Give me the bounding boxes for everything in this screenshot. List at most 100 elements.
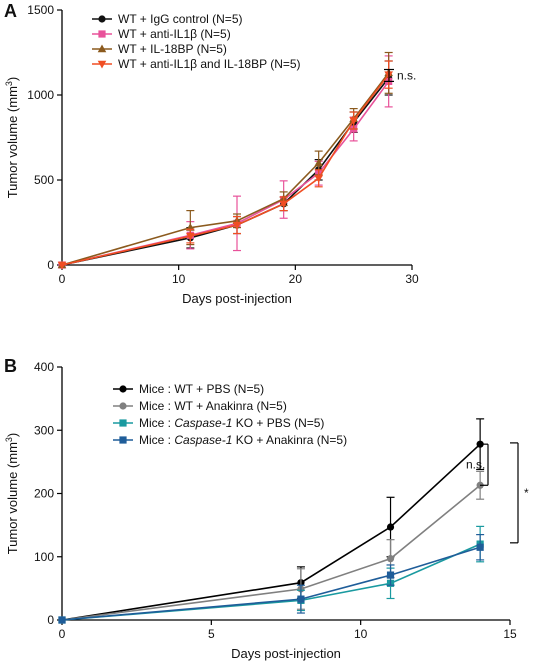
data-point (386, 555, 395, 563)
y-tick-label: 1500 (27, 3, 54, 17)
x-axis-title: Days post-injection (231, 646, 341, 661)
y-axis-title-close: ) (5, 77, 20, 81)
series-line (61, 74, 390, 266)
y-tick-label: 0 (47, 613, 54, 627)
legend-label-part: Mice : (139, 433, 174, 447)
x-tick-label: 10 (354, 627, 368, 641)
legend-label: WT + anti-IL1β and IL-18BP (N=5) (118, 57, 301, 71)
legend-label: Mice : WT + Anakinra (N=5) (139, 399, 287, 413)
series-4 (57, 60, 393, 270)
legend-label-part: KO + Anakinra (N=5) (232, 433, 347, 447)
data-point (314, 175, 323, 183)
y-tick-label: 300 (34, 423, 54, 437)
legend-label: WT + anti-IL1β (N=5) (118, 27, 231, 41)
x-axis-title: Days post-injection (182, 291, 292, 306)
panel-label: B (4, 356, 17, 376)
significance-label: n.s. (397, 68, 416, 82)
y-axis-title-text: Tumor volume (mm (5, 86, 20, 198)
data-point (57, 261, 67, 270)
legend-label-part: WT + IL-18BP (N=5) (118, 42, 227, 56)
significance-bracket: n.s. (384, 68, 416, 82)
y-axis-title-close: ) (5, 433, 20, 437)
data-point (297, 595, 305, 603)
data-point (314, 158, 323, 167)
legend-label: WT + IgG control (N=5) (118, 12, 242, 26)
legend-item: Mice : Caspase-1 KO + Anakinra (N=5) (113, 433, 347, 447)
data-point (279, 200, 288, 209)
legend-label-part: WT + IgG control (N=5) (118, 12, 242, 26)
series-4 (58, 534, 485, 624)
legend-label-part: Caspase-1 (174, 433, 232, 447)
y-tick-label: 500 (34, 173, 54, 187)
legend-label-part: KO + PBS (N=5) (232, 416, 324, 430)
x-tick-label: 0 (59, 272, 66, 286)
y-axis-title: Tumor volume (mm3) (4, 433, 20, 555)
panel-b: B 0 5 10 15 0 100 200 300 400 Days post-injection T… (4, 356, 529, 661)
series-2 (58, 55, 393, 269)
data-point (476, 543, 484, 551)
x-tick-label: 15 (503, 627, 517, 641)
series-line (61, 546, 481, 621)
legend-item: WT + anti-IL1β and IL-18BP (N=5) (92, 57, 301, 71)
legend-label-part: WT + anti-IL1β (N=5) (118, 27, 231, 41)
legend-item: Mice : Caspase-1 KO + PBS (N=5) (113, 416, 324, 430)
legend-label: Mice : Caspase-1 KO + Anakinra (N=5) (139, 433, 347, 447)
legend: WT + IgG control (N=5)WT + anti-IL1β (N=… (92, 12, 301, 71)
significance-label: n.s. (466, 458, 485, 472)
series-line (61, 484, 481, 621)
series-line (61, 72, 390, 266)
series-line (61, 77, 390, 266)
legend-swatch-marker (98, 30, 106, 38)
series-line (61, 543, 481, 621)
series-line (61, 80, 390, 266)
data-point (349, 117, 358, 125)
series-line (61, 443, 481, 621)
legend-swatch-marker (98, 15, 106, 23)
series-3 (57, 51, 393, 269)
x-tick-label: 20 (289, 272, 303, 286)
x-tick-label: 0 (59, 627, 66, 641)
legend-item: WT + IL-18BP (N=5) (92, 42, 227, 56)
legend-swatch-marker (119, 385, 127, 393)
y-tick-label: 0 (47, 258, 54, 272)
y-tick-label: 400 (34, 360, 54, 374)
y-tick-label: 100 (34, 550, 54, 564)
x-tick-label: 10 (172, 272, 186, 286)
legend-swatch-marker (119, 436, 127, 444)
legend-label-part: Mice : (139, 416, 174, 430)
legend-label-part: Mice : WT + Anakinra (N=5) (139, 399, 287, 413)
significance-bracket: n.s. (466, 443, 489, 486)
legend: Mice : WT + PBS (N=5) Mice : WT + Anakinr… (113, 382, 347, 447)
legend-swatch-marker (97, 44, 107, 53)
legend-label-part: WT + anti-IL1β and IL-18BP (N=5) (118, 57, 301, 71)
panel-a: A 0 10 20 30 0 500 1000 1500 Days post-injection T… (4, 1, 419, 306)
x-tick-label: 5 (208, 627, 215, 641)
series-1 (58, 60, 393, 269)
significance-bracket: * (510, 442, 529, 544)
data-point (58, 616, 66, 624)
x-tick-label: 30 (405, 272, 419, 286)
data-point (386, 571, 395, 579)
legend-item: WT + IgG control (N=5) (92, 12, 242, 26)
legend-item: Mice : WT + Anakinra (N=5) (113, 399, 287, 413)
series-3 (58, 525, 485, 624)
y-tick-label: 1000 (27, 88, 54, 102)
series-2 (58, 470, 485, 624)
data-point (186, 232, 195, 241)
legend-swatch-marker (119, 419, 127, 427)
legend-label: Mice : WT + PBS (N=5) (139, 382, 264, 396)
y-tick-label: 200 (34, 487, 54, 501)
legend-label: WT + IL-18BP (N=5) (118, 42, 227, 56)
y-axis-title-sup: 3 (4, 437, 14, 442)
legend-item: Mice : WT + PBS (N=5) (113, 382, 264, 396)
legend-label: Mice : Caspase-1 KO + PBS (N=5) (139, 416, 324, 430)
significance-label: * (524, 486, 529, 500)
panel-label: A (4, 1, 17, 21)
legend-label-part: Caspase-1 (174, 416, 232, 430)
legend-swatch-marker (119, 402, 127, 410)
legend-label-part: Mice : WT + PBS (N=5) (139, 382, 264, 396)
data-point (386, 523, 395, 531)
y-axis-title-sup: 3 (4, 81, 14, 86)
y-axis-title: Tumor volume (mm3) (4, 77, 20, 199)
